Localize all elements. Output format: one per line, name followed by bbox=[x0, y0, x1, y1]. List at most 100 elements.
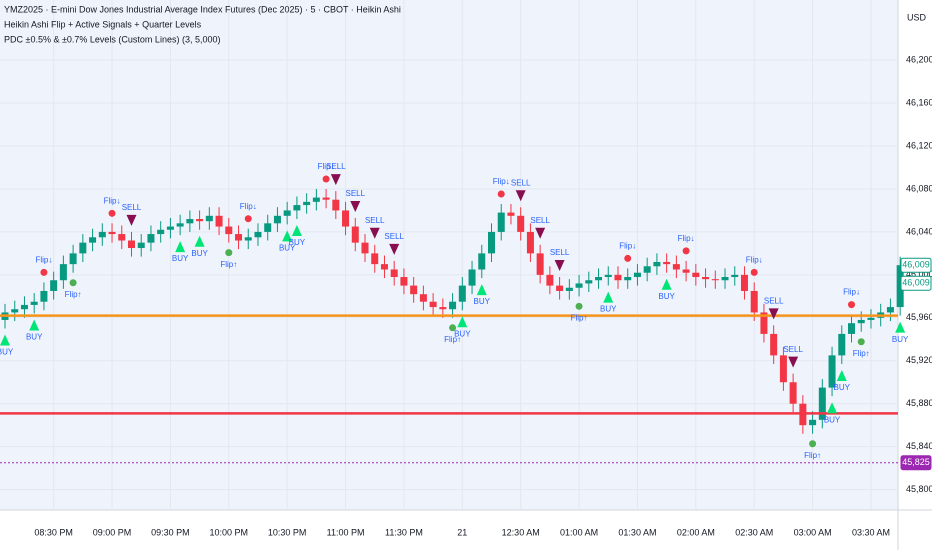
x-tick-label: 01:00 AM bbox=[560, 527, 598, 537]
candle-body bbox=[342, 210, 350, 227]
signal-label: BUY bbox=[172, 254, 189, 263]
candle-body bbox=[166, 226, 174, 230]
candle-body bbox=[468, 269, 476, 286]
candle-body bbox=[818, 387, 826, 420]
signal-label: BUY bbox=[824, 415, 841, 424]
x-tick-label: 11:00 PM bbox=[327, 527, 365, 537]
signal-label: SELL bbox=[783, 345, 803, 354]
x-tick-label: 08:30 PM bbox=[34, 527, 73, 537]
candle-body bbox=[867, 317, 875, 320]
flip-down-dot bbox=[322, 175, 330, 183]
candle-body bbox=[488, 231, 495, 254]
candle-body bbox=[322, 197, 330, 200]
signal-label: Flip↓ bbox=[678, 234, 695, 243]
candle-body bbox=[205, 215, 213, 222]
candle-body bbox=[750, 290, 758, 313]
candle-body bbox=[40, 290, 48, 302]
signal-label: Flip↑ bbox=[804, 451, 821, 460]
x-tick-label: 11:30 PM bbox=[385, 527, 423, 537]
candle-body bbox=[186, 219, 194, 224]
candle-body bbox=[633, 272, 641, 278]
candle-body bbox=[50, 280, 58, 291]
candle-body bbox=[380, 264, 388, 270]
candle-body bbox=[779, 355, 787, 383]
y-tick-label: 46,160 bbox=[906, 97, 932, 107]
signal-label: SELL bbox=[511, 178, 531, 187]
candle-body bbox=[439, 307, 447, 310]
flip-down-dot bbox=[244, 215, 252, 223]
buy-signal bbox=[827, 402, 838, 414]
y-tick-label: 46,040 bbox=[906, 226, 932, 236]
x-tick-label: 02:00 AM bbox=[677, 527, 715, 537]
candle-body bbox=[449, 301, 457, 310]
flip-up-dot bbox=[69, 279, 77, 287]
indicator-label: PDC ±0.5% & ±0.7% Levels (Custom Lines) … bbox=[4, 34, 220, 44]
x-tick-label: 03:30 AM bbox=[852, 527, 890, 537]
candle-body bbox=[702, 277, 710, 280]
data-layer: BUY BUY Flip↓ Flip↑ Flip↓ SELL BUY BUY Flip↑ Flip… bbox=[0, 162, 909, 464]
currency-label: USD bbox=[907, 12, 927, 22]
x-tick-label: 01:30 AM bbox=[618, 527, 656, 537]
candle-body bbox=[692, 272, 700, 278]
y-tick-label: 45,920 bbox=[906, 355, 932, 365]
candle-body bbox=[721, 277, 729, 281]
candle-body bbox=[546, 274, 554, 286]
x-tick-label: 12:30 AM bbox=[502, 527, 540, 537]
buy-signal bbox=[457, 316, 468, 328]
flip-up-dot bbox=[449, 324, 457, 332]
buy-signal bbox=[291, 225, 302, 237]
candle-body bbox=[565, 287, 573, 291]
signal-label: Flip↓ bbox=[619, 242, 636, 251]
x-tick-label: 03:00 AM bbox=[794, 527, 832, 537]
candle-body bbox=[361, 242, 369, 254]
candle-body bbox=[59, 264, 67, 281]
candle-body bbox=[585, 280, 593, 284]
candle-body bbox=[351, 226, 359, 243]
signal-label: SELL bbox=[345, 189, 365, 198]
candle-body bbox=[848, 323, 856, 334]
price-tag bbox=[900, 455, 932, 471]
flip-up-dot bbox=[575, 302, 583, 310]
signal-label: SELL bbox=[365, 216, 385, 225]
x-tick-label: 02:30 AM bbox=[735, 527, 773, 537]
candle-body bbox=[711, 279, 719, 281]
buy-signal bbox=[282, 230, 293, 242]
candle-body bbox=[332, 199, 340, 211]
flip-up-dot bbox=[225, 249, 233, 257]
candle-body bbox=[536, 253, 544, 275]
sell-signal bbox=[369, 227, 380, 239]
signal-label: SELL bbox=[122, 203, 142, 212]
signal-label: BUY bbox=[474, 297, 491, 306]
y-tick-label: 45,800 bbox=[906, 484, 932, 494]
y-tick-label: 45,880 bbox=[906, 398, 932, 408]
signal-label: SELL bbox=[530, 216, 550, 225]
candle-body bbox=[770, 333, 778, 356]
candle-body bbox=[478, 253, 486, 270]
chart-title: YMZ2025 · E-mini Dow Jones Industrial Av… bbox=[4, 4, 401, 14]
candle-body bbox=[225, 226, 233, 235]
signal-label: BUY bbox=[892, 335, 909, 344]
candle-body bbox=[283, 210, 291, 216]
signal-label: BUY bbox=[0, 348, 14, 357]
flip-down-dot bbox=[682, 247, 690, 255]
candle-body bbox=[11, 309, 19, 313]
candle-body bbox=[672, 264, 680, 270]
candle-body bbox=[760, 312, 768, 334]
buy-signal bbox=[836, 369, 847, 381]
signal-label: Flip↓ bbox=[35, 255, 52, 264]
indicator-label: Heikin Ashi Flip + Active Signals + Quar… bbox=[4, 19, 202, 29]
flip-down-dot bbox=[40, 268, 48, 276]
buy-signal bbox=[175, 241, 186, 253]
candle-body bbox=[419, 294, 427, 302]
candle-body bbox=[303, 201, 311, 206]
grid-layer bbox=[0, 0, 898, 510]
x-tick-label: 09:30 PM bbox=[151, 527, 190, 537]
flip-down-dot bbox=[750, 268, 758, 276]
candle-body bbox=[127, 240, 135, 249]
signal-label: BUY bbox=[26, 333, 43, 342]
candle-body bbox=[98, 231, 106, 238]
signal-label: BUY bbox=[289, 238, 306, 247]
buy-signal bbox=[0, 334, 10, 346]
signal-label: Flip↑ bbox=[853, 349, 870, 358]
candle-body bbox=[624, 277, 632, 281]
